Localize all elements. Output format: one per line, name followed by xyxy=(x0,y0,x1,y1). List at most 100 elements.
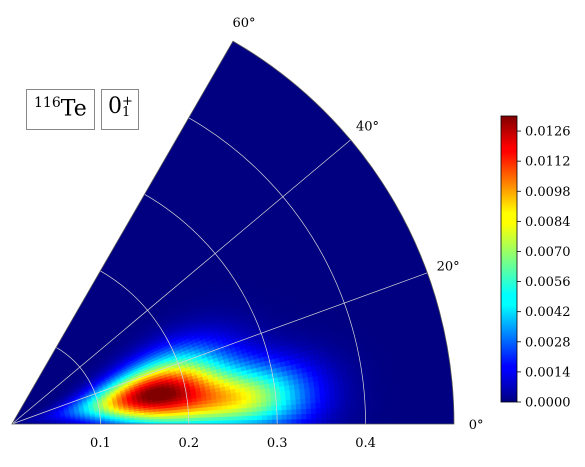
density-cell xyxy=(301,413,307,420)
density-cell xyxy=(404,402,410,411)
density-cell xyxy=(296,408,302,415)
density-cell xyxy=(378,391,385,399)
density-cell xyxy=(365,411,371,419)
density-cell xyxy=(237,407,243,413)
density-cell xyxy=(335,412,342,419)
density-cell xyxy=(256,410,263,416)
density-cell xyxy=(344,400,351,407)
density-cell xyxy=(178,417,185,422)
density-cell xyxy=(222,419,229,425)
density-cell xyxy=(306,413,312,420)
density-cell xyxy=(256,401,263,408)
density-cell xyxy=(334,394,341,402)
density-cell xyxy=(350,417,357,425)
density-cell xyxy=(339,400,346,408)
density-cell xyxy=(354,399,361,407)
density-cell xyxy=(365,417,371,425)
density-cell xyxy=(241,407,248,413)
density-cell xyxy=(296,418,303,425)
density-cell xyxy=(340,417,347,425)
density-cell xyxy=(383,390,390,399)
density-cell xyxy=(399,403,405,411)
density-cell xyxy=(173,417,180,422)
density-cell xyxy=(404,409,411,418)
density-cell xyxy=(301,418,307,425)
density-cell xyxy=(310,397,317,404)
density-cell xyxy=(261,410,268,416)
density-cell xyxy=(257,419,263,425)
density-cell xyxy=(217,420,224,425)
density-cell xyxy=(398,396,405,405)
density-cell xyxy=(355,417,361,425)
density-cell xyxy=(252,410,258,416)
density-cell xyxy=(294,393,301,400)
density-cell xyxy=(379,410,386,418)
density-cell xyxy=(275,400,282,406)
density-cell xyxy=(311,413,317,420)
density-cell xyxy=(339,394,346,402)
density-cell xyxy=(350,405,356,413)
density-cell xyxy=(354,405,361,413)
density-cell xyxy=(404,416,411,425)
density-cell xyxy=(388,390,395,398)
density-cell xyxy=(345,417,352,425)
density-cell xyxy=(349,393,356,401)
density-cell xyxy=(241,403,248,409)
density-cell xyxy=(173,420,180,425)
density-cell xyxy=(325,401,332,408)
density-cell xyxy=(271,405,278,411)
density-cell xyxy=(320,407,327,414)
density-cell xyxy=(340,412,347,419)
density-cell xyxy=(203,416,209,421)
density-cell xyxy=(393,396,400,405)
density-cell xyxy=(276,404,283,411)
density-cell xyxy=(247,419,253,425)
density-cell xyxy=(399,416,406,425)
density-cell xyxy=(251,402,258,408)
density-cell xyxy=(222,408,229,414)
density-cell xyxy=(299,392,306,400)
density-cell xyxy=(266,405,273,411)
density-cell xyxy=(188,420,195,425)
density-cell xyxy=(364,404,371,412)
density-cell xyxy=(261,401,268,407)
density-cell xyxy=(304,392,311,399)
density-cell xyxy=(313,385,321,393)
density-cell xyxy=(286,418,293,425)
density-cell xyxy=(417,387,424,396)
density-map xyxy=(12,41,454,425)
density-cell xyxy=(375,417,381,425)
density-cell xyxy=(284,389,291,396)
density-cell xyxy=(227,419,234,425)
density-cell xyxy=(285,394,292,401)
density-cell xyxy=(262,414,268,420)
density-cell xyxy=(319,390,326,398)
density-cell xyxy=(212,416,219,421)
density-cell xyxy=(374,397,381,406)
density-cell xyxy=(290,403,297,410)
density-cell xyxy=(399,409,406,418)
density-cell xyxy=(286,413,293,420)
density-cell xyxy=(217,416,224,421)
density-cell xyxy=(270,395,277,402)
density-cell xyxy=(276,414,283,420)
density-cell xyxy=(360,417,366,425)
density-cell xyxy=(281,418,288,425)
density-cell xyxy=(360,411,366,419)
density-cell xyxy=(310,407,317,414)
density-cell xyxy=(237,415,244,421)
density-cell xyxy=(289,388,296,396)
density-cell xyxy=(414,409,420,418)
density-cell xyxy=(359,405,366,413)
density-cell xyxy=(330,406,337,414)
density-cell xyxy=(419,409,425,418)
density-cell xyxy=(358,386,365,394)
density-cell xyxy=(271,409,278,416)
density-cell xyxy=(291,408,297,415)
density-cell xyxy=(384,417,391,425)
density-cell xyxy=(320,401,327,409)
density-cell xyxy=(384,397,390,405)
density-cell xyxy=(291,413,298,420)
density-cell xyxy=(408,402,415,411)
density-cell xyxy=(246,402,253,408)
